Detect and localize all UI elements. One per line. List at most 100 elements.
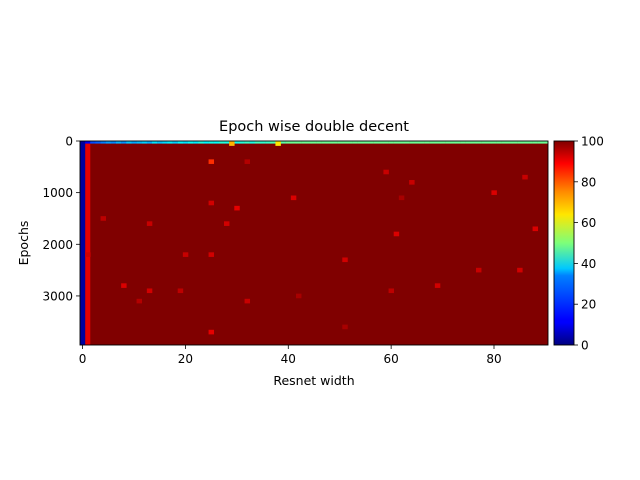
heatmap-row-cell: [157, 141, 163, 144]
y-tick-label: 0: [65, 135, 73, 149]
colorbar-tick-label: 20: [581, 298, 596, 312]
heatmap-row-cell: [182, 141, 189, 144]
heatmap-row-cell: [486, 141, 492, 144]
heatmap-row-cell: [352, 141, 358, 144]
colorbar-ticks: 0 20 40 60 80 100: [574, 135, 604, 353]
heatmap-row-cell: [522, 141, 528, 144]
heatmap-row-cell: [506, 141, 513, 144]
heatmap-row-cell: [378, 141, 384, 144]
heatmap-row-cell: [121, 141, 127, 144]
heatmap-outlier-cell: [146, 221, 153, 226]
heatmap-row-cell: [337, 141, 343, 144]
heatmap-outlier-cell: [342, 324, 348, 330]
heatmap-outlier-cell: [208, 159, 215, 164]
heatmap-row-cell: [373, 141, 379, 144]
heatmap-row-cell: [326, 141, 333, 144]
heatmap-row-cell: [537, 141, 544, 144]
heatmap-row-cell: [116, 141, 122, 144]
heatmap-outlier-cell: [342, 257, 348, 263]
heatmap-outlier-cell: [476, 267, 482, 273]
heatmap-row-cell: [316, 141, 322, 144]
heatmap-row-cell: [445, 141, 451, 144]
heatmap-row-cell: [234, 141, 240, 144]
heatmap-row-cell: [244, 141, 250, 144]
heatmap-row-cell: [280, 141, 286, 144]
heatmap-row-cell: [501, 141, 508, 144]
heatmap-background: [80, 141, 548, 345]
heatmap-row-cell: [383, 141, 389, 144]
heatmap-outlier-cell: [244, 298, 251, 304]
heatmap-cells: [80, 141, 549, 345]
heatmap-row-cell: [198, 141, 204, 144]
heatmap-outlier-cell: [517, 267, 523, 273]
heatmap-outlier-cell: [224, 221, 230, 226]
colorbar-tick-label: 40: [581, 257, 596, 271]
heatmap-row-cell: [270, 141, 276, 144]
heatmap-row-cell: [476, 141, 482, 144]
colorbar-tick-label: 60: [581, 216, 596, 230]
heatmap-row-cell: [239, 141, 245, 144]
heatmap-row-cell: [527, 141, 533, 144]
heatmap-outlier-cell: [244, 159, 251, 164]
heatmap-row-cell: [218, 141, 225, 144]
heatmap-outlier-cell: [275, 141, 281, 146]
plot-frame: [79, 140, 549, 346]
heatmap-row-cell: [440, 141, 446, 144]
heatmap-outlier-cell: [491, 190, 497, 195]
heatmap-row-cell: [388, 141, 394, 144]
heatmap-row-cell: [301, 141, 307, 144]
heatmap-row-cell: [110, 141, 117, 144]
x-axis-ticks: 0 20 40 60 80: [79, 345, 502, 366]
heatmap-row-cell: [321, 141, 328, 144]
heatmap-row-cell: [450, 141, 456, 144]
y-axis-label: Epochs: [16, 221, 31, 266]
heatmap-row-cell: [512, 141, 518, 144]
heatmap-outlier-cell: [146, 288, 153, 294]
heatmap-row-cell: [357, 141, 364, 144]
heatmap-outlier-cell: [182, 252, 189, 257]
heatmap-row-cell: [105, 141, 112, 144]
heatmap-row-cell: [85, 141, 91, 144]
heatmap-row-cell: [517, 141, 523, 144]
y-axis-ticks: 0 1000 2000 3000: [42, 135, 80, 303]
heatmap-row-cell: [362, 141, 369, 144]
heatmap-row-cell: [100, 141, 106, 144]
heatmap-row-cell: [224, 141, 230, 144]
heatmap-row-cell: [496, 141, 502, 144]
y-tick-label: 3000: [42, 289, 73, 303]
heatmap-row-cell: [393, 141, 400, 144]
heatmap-row-cell: [460, 141, 466, 144]
heatmap-row-cell: [542, 141, 549, 144]
heatmap-row-cell: [146, 141, 153, 144]
heatmap-outlier-cell: [208, 329, 215, 335]
heatmap-row-cell: [311, 141, 317, 144]
heatmap-row-cell: [90, 141, 96, 144]
heatmap-row-cell: [290, 141, 297, 144]
heatmap-outlier-cell: [522, 174, 528, 180]
heatmap-outlier-cell: [290, 195, 297, 201]
heatmap-row-cell: [481, 141, 487, 144]
colorbar: [553, 140, 575, 346]
heatmap-outlier-cell: [136, 298, 143, 304]
heatmap-outlier-cell: [388, 288, 395, 294]
heatmap-row-cell: [193, 141, 199, 144]
y-tick-label: 2000: [42, 238, 73, 252]
heatmap-row-cell: [332, 141, 338, 144]
x-tick-label: 80: [486, 352, 501, 366]
heatmap-outlier-cell: [296, 293, 302, 299]
heatmap-row-cell: [409, 141, 415, 144]
x-tick-label: 0: [79, 352, 87, 366]
heatmap-row-cell: [404, 141, 410, 144]
heatmap-row-cell: [398, 141, 405, 144]
heatmap-row-cell: [254, 141, 261, 144]
heatmap-row-cell: [203, 141, 209, 144]
heatmap-outlier-cell: [208, 200, 215, 206]
heatmap-outlier-cell: [208, 252, 215, 257]
heatmap-outlier-cell: [532, 226, 539, 232]
heatmap-outlier-cell: [229, 141, 235, 146]
heatmap-row-cell: [265, 141, 271, 144]
heatmap-row-cell: [126, 141, 132, 144]
heatmap-row-cell: [470, 141, 477, 144]
heatmap-outlier-cell: [100, 216, 107, 221]
heatmap-column-cell: [80, 141, 86, 345]
